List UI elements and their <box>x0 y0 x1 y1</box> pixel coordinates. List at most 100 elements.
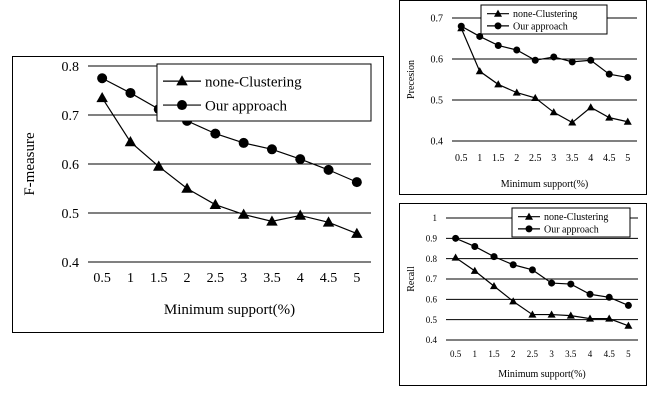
legend-marker <box>493 9 503 17</box>
fmeasure-chart-panel: 0.4 0.5 0.6 0.7 0.8 0.5 1 1.5 2 2.5 3 3.5 4 4.5 5 F-mea… <box>12 56 384 333</box>
y-axis-label: Precesion <box>406 60 417 99</box>
series-line-our-approach <box>460 25 628 79</box>
none-clustering-point <box>494 80 503 88</box>
none-clustering-point <box>475 67 484 75</box>
legend-label: Our approach <box>205 98 288 114</box>
none-clustering-point <box>586 103 595 111</box>
none-clustering-point <box>547 310 556 318</box>
none-clustering-point <box>181 182 193 193</box>
our-approach-point <box>528 266 536 274</box>
legend-label: none-Clustering <box>513 9 577 20</box>
y-tick-label: 0.8 <box>62 60 80 75</box>
none-clustering-point <box>153 160 165 171</box>
x-tick-label: 1 <box>473 349 478 359</box>
our-approach-point <box>210 128 221 139</box>
our-approach-point <box>457 22 465 30</box>
y-tick-label: 0.4 <box>431 137 444 148</box>
x-tick-label: 2 <box>514 153 519 164</box>
none-clustering-point <box>209 198 222 209</box>
legend-box <box>480 4 608 35</box>
none-clustering-point <box>509 297 518 305</box>
none-clustering-point <box>322 216 335 227</box>
our-approach-point <box>586 290 594 298</box>
x-tick-label: 1.5 <box>150 271 168 286</box>
x-axis-label: Minimum support(%) <box>498 369 586 380</box>
none-clustering-point <box>549 108 558 116</box>
our-approach-point <box>266 144 277 155</box>
y-axis-label: Recall <box>406 266 417 292</box>
x-tick-label: 5 <box>353 271 360 286</box>
our-approach-point <box>624 73 632 81</box>
our-approach-point <box>624 301 632 309</box>
our-approach-point <box>513 46 521 54</box>
our-approach-point <box>587 56 595 64</box>
x-tick-label: 3 <box>240 271 247 286</box>
none-clustering-point <box>489 281 499 290</box>
our-approach-point <box>238 137 249 148</box>
none-clustering-point <box>528 310 537 318</box>
our-approach-point <box>295 154 306 165</box>
legend-box <box>511 207 631 238</box>
our-approach-point <box>351 177 362 188</box>
our-approach-point <box>568 58 576 66</box>
recall-chart-panel: 0.4 0.5 0.6 0.7 0.8 0.9 1 0.5 1 1.5 2 2.5 3 3.5 4 4.5 5 R… <box>399 203 647 386</box>
x-tick-label: 3 <box>551 153 556 164</box>
none-clustering-point <box>566 311 575 319</box>
recall-chart: 0.4 0.5 0.6 0.7 0.8 0.9 1 0.5 1 1.5 2 2.5 3 3.5 4 4.5 5 R… <box>406 207 638 380</box>
none-clustering-point <box>470 266 479 274</box>
x-tick-label: 4.5 <box>603 153 616 164</box>
y-tick-label: 0.6 <box>426 294 438 304</box>
series-line-none-clustering <box>460 28 628 124</box>
our-approach-point <box>550 53 558 61</box>
x-tick-label: 4.5 <box>320 271 338 286</box>
y-tick-label: 1 <box>433 213 438 223</box>
y-tick-label: 0.8 <box>426 254 438 264</box>
x-tick-label: 0.5 <box>93 271 111 286</box>
legend-marker <box>176 75 188 86</box>
none-clustering-point <box>568 118 577 126</box>
x-tick-label: 4.5 <box>604 349 616 359</box>
our-approach-point <box>476 32 484 40</box>
y-tick-label: 0.5 <box>431 96 444 107</box>
precision-chart: 0.4 0.5 0.6 0.7 0.5 1 1.5 2 2.5 3 3.5 4 4.5 5 Precesio… <box>406 4 637 190</box>
x-tick-label: 4 <box>588 349 593 359</box>
y-tick-label: 0.6 <box>431 55 444 66</box>
x-tick-label: 3 <box>549 349 554 359</box>
x-axis-label: Minimum support(%) <box>501 179 589 190</box>
y-tick-label: 0.9 <box>426 233 438 243</box>
our-approach-point <box>323 164 334 175</box>
legend-label: none-Clustering <box>205 74 302 90</box>
x-tick-label: 3.5 <box>263 271 281 286</box>
series-line-none-clustering <box>455 257 629 327</box>
none-clustering-point <box>294 209 306 220</box>
x-tick-label: 1.5 <box>492 153 505 164</box>
x-tick-label: 3.5 <box>566 153 579 164</box>
series-line-none-clustering <box>101 97 358 235</box>
x-tick-label: 1.5 <box>488 349 500 359</box>
precision-chart-panel: 0.4 0.5 0.6 0.7 0.5 1 1.5 2 2.5 3 3.5 4 4.5 5 Precesio… <box>399 0 647 195</box>
legend-marker <box>525 225 533 233</box>
y-tick-label: 0.5 <box>62 207 80 222</box>
x-tick-label: 2 <box>511 349 516 359</box>
x-axis-label: Minimum support(%) <box>164 302 295 318</box>
x-tick-label: 2 <box>184 271 191 286</box>
our-approach-point <box>531 56 539 64</box>
legend-marker <box>177 100 187 111</box>
none-clustering-point <box>624 321 633 329</box>
x-tick-label: 1 <box>127 271 134 286</box>
legend-label: none-Clustering <box>544 212 608 223</box>
x-tick-label: 0.5 <box>450 349 462 359</box>
our-approach-point <box>548 279 556 287</box>
legend-label: Our approach <box>544 224 599 235</box>
none-clustering-point <box>512 88 521 96</box>
none-clustering-point <box>605 113 614 121</box>
our-approach-point <box>494 41 502 49</box>
our-approach-point <box>97 73 108 84</box>
none-clustering-point <box>266 215 278 226</box>
y-axis-label: F-measure <box>22 132 38 196</box>
x-tick-label: 2.5 <box>527 349 539 359</box>
none-clustering-point <box>351 227 363 238</box>
our-approach-point <box>471 242 479 250</box>
x-tick-label: 3.5 <box>565 349 577 359</box>
x-tick-label: 5 <box>625 153 630 164</box>
